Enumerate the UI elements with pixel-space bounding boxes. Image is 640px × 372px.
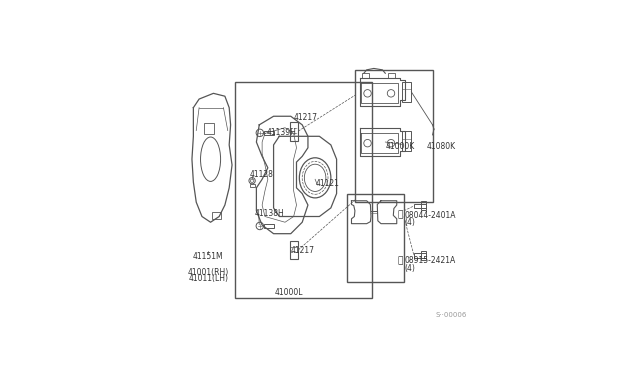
Bar	[290, 241, 298, 260]
Bar	[414, 203, 426, 208]
Bar	[402, 82, 412, 102]
Text: 41139H: 41139H	[266, 128, 296, 137]
Bar	[250, 185, 255, 187]
Bar	[421, 251, 426, 260]
Text: S··00006: S··00006	[435, 312, 467, 318]
Text: (4): (4)	[404, 264, 415, 273]
Text: 08915-2421A: 08915-2421A	[404, 256, 456, 265]
Bar	[235, 82, 372, 298]
Bar	[402, 131, 412, 151]
Text: 41217: 41217	[291, 246, 315, 255]
Text: Ⓑ: Ⓑ	[397, 211, 403, 219]
Text: 41011(LH): 41011(LH)	[188, 273, 228, 283]
Bar	[264, 131, 275, 135]
Text: 41080K: 41080K	[427, 142, 456, 151]
Bar	[421, 201, 426, 211]
Bar	[290, 122, 298, 141]
Text: 08044-2401A: 08044-2401A	[404, 211, 456, 219]
Text: 41121: 41121	[316, 179, 340, 188]
Bar	[414, 253, 426, 258]
Text: 41217: 41217	[294, 113, 317, 122]
Text: 41138H: 41138H	[255, 209, 285, 218]
Bar	[212, 212, 221, 218]
Text: 41151M: 41151M	[193, 252, 223, 261]
Text: 41000L: 41000L	[275, 288, 303, 297]
Bar	[388, 73, 395, 78]
Text: 41001(RH): 41001(RH)	[188, 268, 229, 277]
Text: 41000K: 41000K	[385, 142, 415, 151]
Bar	[355, 70, 433, 202]
Bar	[362, 73, 369, 78]
Bar	[347, 193, 404, 282]
Text: (4): (4)	[404, 218, 415, 227]
Text: 41128: 41128	[249, 170, 273, 179]
Bar	[204, 124, 214, 134]
Bar	[264, 224, 275, 228]
Text: Ⓦ: Ⓦ	[397, 256, 403, 265]
